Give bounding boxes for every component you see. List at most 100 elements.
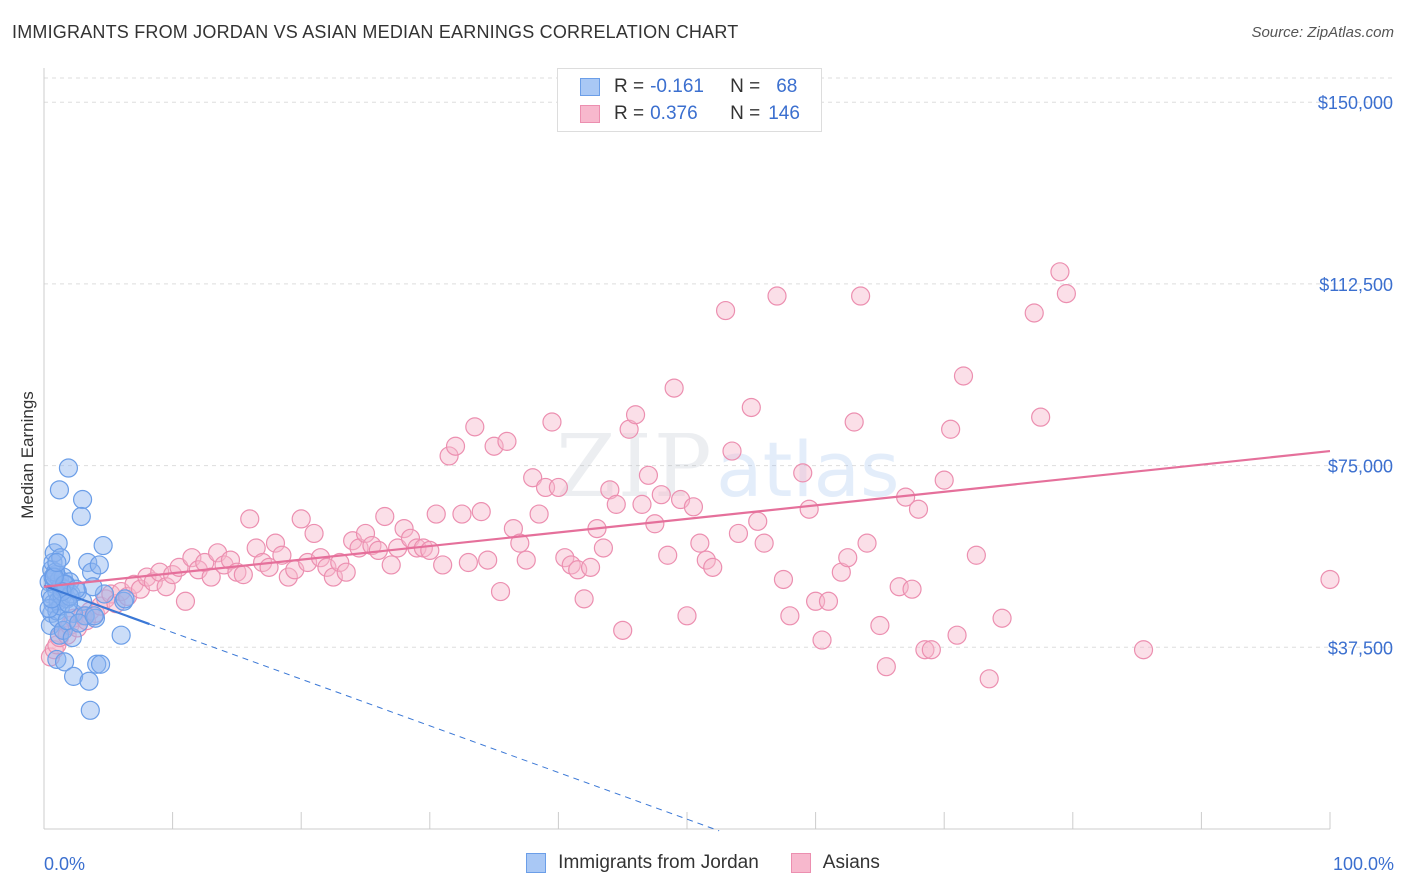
legend-r-value: -0.161: [650, 76, 704, 97]
jordan-point: [94, 584, 115, 604]
asians-point: [426, 504, 446, 524]
asians-point: [651, 485, 671, 505]
asians-point: [921, 640, 941, 660]
jordan-point: [42, 589, 62, 609]
asians-point: [1056, 284, 1076, 304]
asians-point: [381, 555, 401, 575]
asians-point: [857, 533, 877, 553]
correlation-legend: R = -0.161 N = 68 R = 0.376 N = 146: [557, 68, 822, 132]
asians-point: [844, 412, 864, 432]
asians-point: [233, 565, 253, 585]
asians-point: [439, 446, 459, 466]
asians-point: [355, 523, 376, 544]
asians-point: [767, 286, 787, 306]
y-tick-label: $37,500: [1328, 638, 1393, 658]
jordan-point: [47, 552, 67, 573]
jordan-point: [79, 671, 99, 691]
asians-point: [182, 548, 202, 568]
asians-point: [677, 606, 697, 626]
asians-point: [934, 470, 954, 490]
asians-point: [741, 397, 761, 418]
jordan-point: [49, 480, 70, 500]
asians-point: [278, 567, 298, 587]
axes: [43, 68, 1331, 830]
legend-swatch-asians: [580, 105, 600, 123]
asians-point: [452, 504, 472, 524]
series-legend-asians[interactable]: Asians: [790, 852, 880, 874]
jordan-point: [72, 489, 93, 510]
asians-point: [420, 540, 440, 561]
asians-point: [870, 615, 890, 636]
asians-point: [683, 497, 704, 517]
source-credit: Source: ZipAtlas.com: [1251, 24, 1394, 41]
jordan-point: [111, 625, 131, 645]
asians-point: [555, 548, 575, 568]
jordan-point: [115, 589, 135, 609]
asians-point: [580, 557, 601, 577]
asians-point: [445, 436, 466, 456]
asians-point: [703, 557, 723, 577]
asians-point: [818, 591, 839, 611]
asians-point: [722, 441, 742, 461]
asians-point: [497, 431, 517, 451]
legend-r-label: R =: [614, 76, 645, 97]
asians-point: [156, 577, 176, 597]
asians-point: [728, 523, 749, 544]
asians-point: [851, 286, 871, 306]
asians-point: [465, 417, 485, 437]
legend-swatch-jordan: [580, 78, 600, 96]
x-tick-label: 100.0%: [1333, 854, 1394, 874]
asians-trend-line: [43, 449, 1331, 588]
asians-point: [754, 533, 774, 553]
legend-n-value: 146: [768, 103, 800, 124]
asians-point: [748, 511, 768, 531]
legend-row-jordan: R = -0.161 N = 68: [580, 75, 797, 99]
asians-point: [516, 550, 536, 570]
asians-point: [992, 608, 1012, 628]
asians-points: [40, 262, 1340, 689]
asians-point: [606, 494, 626, 514]
asians-point: [1024, 303, 1044, 323]
asians-point: [548, 477, 569, 498]
asians-point: [915, 640, 935, 660]
asians-point: [876, 657, 896, 677]
asians-point: [1133, 640, 1154, 660]
series-legend-jordan[interactable]: Immigrants from Jordan: [526, 852, 759, 874]
asians-point: [908, 499, 929, 519]
jordan-point: [93, 535, 113, 556]
asians-point: [799, 499, 819, 519]
jordan-point: [71, 506, 91, 527]
x-tick-label: 0.0%: [44, 854, 85, 874]
asians-point: [291, 509, 311, 529]
jordan-trend-line: [43, 584, 150, 626]
jordan-point: [47, 649, 67, 670]
jordan-point: [48, 533, 68, 553]
legend-r-value: 0.376: [650, 103, 698, 124]
jordan-point: [58, 458, 79, 478]
asians-point: [471, 502, 491, 522]
trend-lines: [43, 449, 1331, 832]
asians-point: [394, 518, 414, 539]
y-tick-label: $75,000: [1328, 457, 1393, 477]
chart-title: IMMIGRANTS FROM JORDAN VS ASIAN MEDIAN E…: [12, 22, 739, 42]
asians-point: [953, 366, 974, 386]
asians-point: [272, 545, 292, 565]
asians-point: [265, 533, 286, 553]
asians-point: [375, 506, 395, 527]
y-tick-label: $112,500: [1319, 275, 1393, 295]
asians-point: [542, 412, 562, 432]
asians-point: [304, 523, 324, 544]
asians-point: [638, 465, 659, 485]
asians-point: [658, 545, 678, 565]
asians-point: [664, 378, 684, 398]
series-swatch-asians: [790, 853, 811, 873]
jordan-point: [78, 552, 98, 573]
asians-point: [902, 579, 922, 599]
asians-point: [317, 557, 337, 577]
jordan-point: [69, 613, 89, 633]
asians-point: [523, 468, 543, 488]
asians-point: [240, 509, 260, 529]
series-swatch-jordan: [526, 853, 547, 873]
series-legend: Immigrants from Jordan Asians: [0, 852, 1406, 874]
